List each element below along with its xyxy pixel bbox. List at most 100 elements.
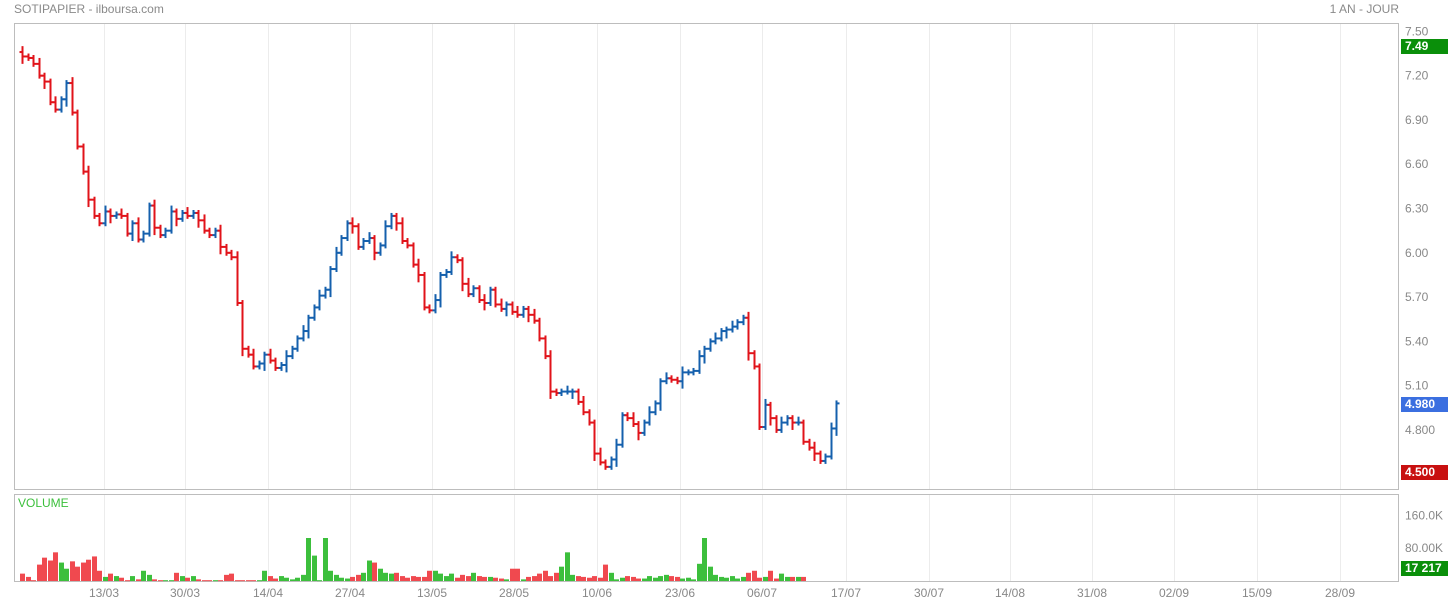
volume-bar <box>526 576 531 581</box>
ohlc-bar <box>399 217 406 244</box>
ohlc-bar <box>481 294 488 311</box>
ohlc-bar <box>470 285 477 298</box>
date-tick-label: 06/07 <box>747 586 777 600</box>
ohlc-bar <box>85 165 92 208</box>
ohlc-bar <box>811 441 818 461</box>
volume-bar <box>350 576 355 581</box>
volume-bar <box>147 574 152 581</box>
ohlc-bar <box>173 208 180 227</box>
volume-bar <box>779 573 784 581</box>
price-tick-label: 6.90 <box>1405 113 1429 127</box>
volume-bar <box>70 561 75 581</box>
volume-bar <box>752 570 757 581</box>
ohlc-bar <box>140 230 147 243</box>
ohlc-bar <box>426 304 433 314</box>
volume-bar <box>290 579 295 581</box>
ohlc-bar <box>256 360 263 370</box>
volume-bar <box>499 578 504 581</box>
volume-bar <box>405 577 410 581</box>
ohlc-bar <box>129 220 136 241</box>
volume-bar <box>169 580 174 582</box>
volume-bar <box>642 578 647 581</box>
volume-bar <box>680 578 685 581</box>
volume-bar <box>631 576 636 581</box>
volume-axis-labels: 160.0K 80.00K <box>1405 508 1443 555</box>
ohlc-bar <box>333 246 340 272</box>
volume-bar <box>119 577 124 581</box>
volume-bar <box>284 577 289 581</box>
ohlc-bar <box>503 301 510 317</box>
ohlc-bar <box>580 396 587 416</box>
volume-bar <box>548 576 553 581</box>
volume-bar <box>312 555 317 581</box>
date-tick-label: 14/08 <box>995 586 1025 600</box>
price-tick-label: 6.60 <box>1405 157 1429 171</box>
date-tick-label: 27/04 <box>335 586 365 600</box>
ohlc-bar <box>283 350 290 373</box>
ohlc-bar <box>696 350 703 374</box>
volume-bar <box>367 560 372 581</box>
ohlc-bar <box>382 220 389 249</box>
ohlc-bar <box>635 421 642 441</box>
date-tick-label: 30/03 <box>170 586 200 600</box>
volume-bar <box>246 580 251 582</box>
volume-bar <box>576 576 581 581</box>
volume-bar <box>686 577 691 581</box>
ohlc-bar <box>613 438 620 467</box>
volume-bar <box>268 576 273 581</box>
volume-label: VOLUME <box>18 496 69 510</box>
price-tick-label: 4.800 <box>1405 423 1435 437</box>
volume-bar <box>92 556 97 581</box>
ohlc-bar <box>415 258 422 283</box>
price-tick-label: 7.50 <box>1405 24 1429 38</box>
ohlc-bar <box>404 238 411 249</box>
volume-bar <box>510 568 515 581</box>
ohlc-bar <box>19 46 26 64</box>
ohlc-bar <box>679 366 686 389</box>
volume-bar <box>471 572 476 581</box>
volume-bar <box>301 574 306 581</box>
volume-bar <box>64 568 69 581</box>
ohlc-bar <box>833 400 840 436</box>
ohlc-bar <box>432 294 439 314</box>
ohlc-bar <box>47 78 54 106</box>
ohlc-bar <box>547 350 554 399</box>
date-tick-label: 28/05 <box>499 586 529 600</box>
volume-bar <box>163 580 168 582</box>
volume-bar <box>719 576 724 581</box>
volume-tick-label: 160.0K <box>1405 508 1443 522</box>
ohlc-bar <box>459 257 466 292</box>
ohlc-bar <box>305 314 312 339</box>
ohlc-bar <box>30 55 37 67</box>
volume-bar <box>598 577 603 581</box>
volume-bar <box>81 562 86 581</box>
ohlc-bar <box>443 269 450 278</box>
ohlc-bar <box>41 72 48 89</box>
price-panel-frame <box>14 23 1399 490</box>
ohlc-bar <box>102 205 109 227</box>
ohlc-bar <box>151 199 158 236</box>
volume-bar <box>257 580 262 582</box>
ohlc-bar <box>393 212 400 231</box>
ohlc-bar <box>701 345 708 364</box>
volume-bar <box>328 570 333 581</box>
volume-bar <box>334 574 339 581</box>
volume-bar <box>345 578 350 581</box>
volume-tick-label: 80.00K <box>1405 541 1443 555</box>
volume-bar <box>724 577 729 581</box>
volume-bar <box>306 538 311 581</box>
volume-bar <box>774 578 779 581</box>
volume-bar <box>141 570 146 581</box>
ohlc-bar <box>162 227 169 239</box>
volume-bars <box>20 538 806 582</box>
ohlc-bar <box>624 412 631 422</box>
volume-bar <box>515 568 520 581</box>
volume-bar <box>323 538 328 581</box>
volume-bar <box>48 560 53 581</box>
ohlc-bar <box>520 305 527 318</box>
volume-bar <box>97 570 102 581</box>
ohlc-bar <box>778 416 785 433</box>
ohlc-bar <box>195 210 202 228</box>
volume-bar <box>735 578 740 581</box>
volume-bar <box>477 576 482 581</box>
